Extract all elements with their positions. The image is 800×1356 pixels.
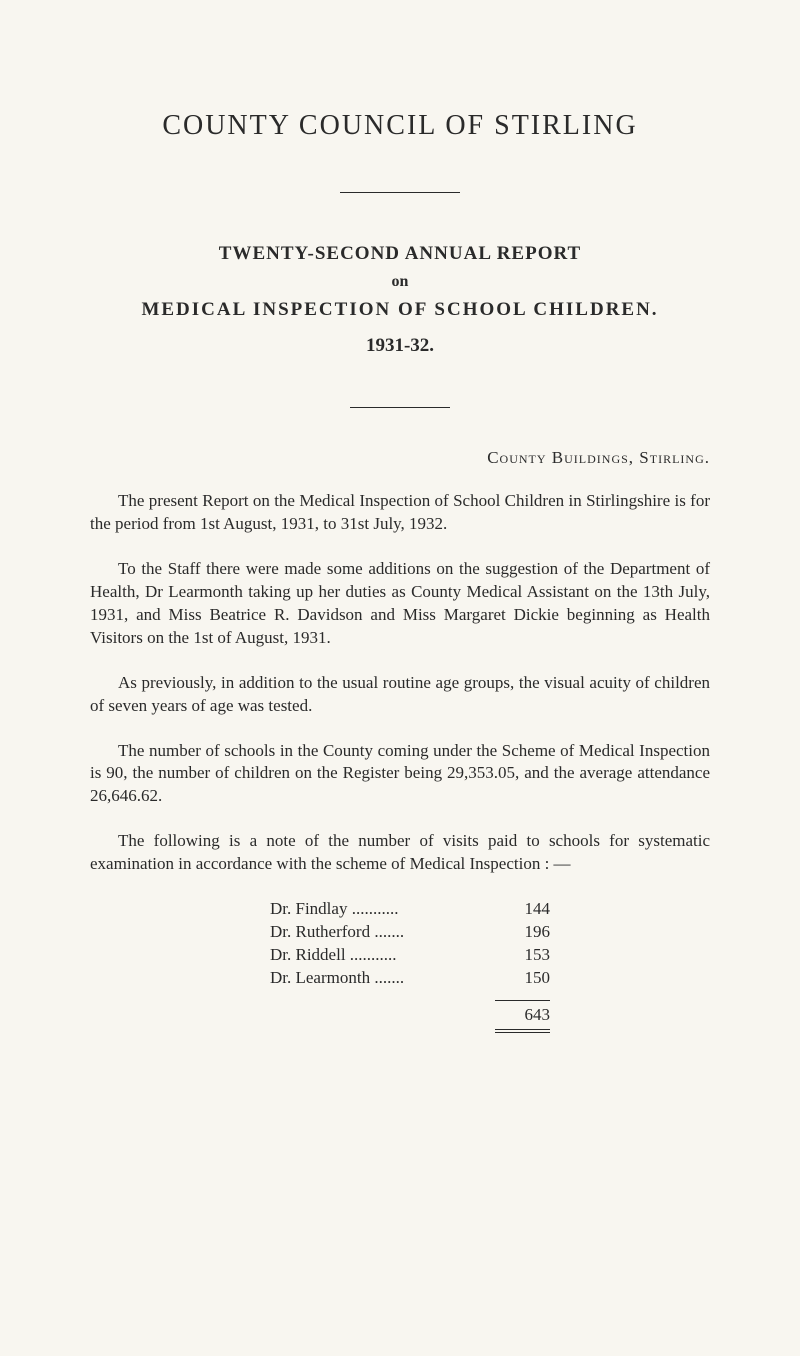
paragraph-2: To the Staff there were made some additi…: [90, 558, 710, 650]
main-title: COUNTY COUNCIL OF STIRLING: [90, 110, 710, 142]
year-text: 1931-32.: [90, 335, 710, 357]
total-spacer: [270, 1005, 490, 1025]
location-text: County Buildings, Stirling.: [90, 448, 710, 468]
visit-name: Dr. Rutherford .......: [270, 921, 490, 944]
visit-row: Dr. Findlay ........... 144: [270, 898, 710, 921]
visit-count: 144: [490, 898, 550, 921]
on-text: on: [90, 273, 710, 291]
total-value: 643: [490, 1005, 550, 1025]
paragraph-3: As previously, in addition to the usual …: [90, 672, 710, 718]
paragraph-5: The following is a note of the number of…: [90, 830, 710, 876]
sub-heading: TWENTY-SECOND ANNUAL REPORT: [90, 243, 710, 265]
visits-list: Dr. Findlay ........... 144 Dr. Rutherfo…: [270, 898, 710, 990]
visit-count: 196: [490, 921, 550, 944]
double-rule-bottom: [495, 1032, 550, 1033]
visit-count: 150: [490, 967, 550, 990]
inspection-heading: MEDICAL INSPECTION OF SCHOOL CHILDREN.: [90, 299, 710, 321]
visit-name: Dr. Learmonth .......: [270, 967, 490, 990]
double-rule-top: [495, 1029, 550, 1030]
visit-count: 153: [490, 944, 550, 967]
visit-row: Dr. Learmonth ....... 150: [270, 967, 710, 990]
total-row: 643: [270, 1005, 710, 1025]
small-divider: [350, 407, 450, 408]
title-divider: [340, 192, 460, 193]
visit-row: Dr. Rutherford ....... 196: [270, 921, 710, 944]
visit-name: Dr. Riddell ...........: [270, 944, 490, 967]
paragraph-1: The present Report on the Medical Inspec…: [90, 490, 710, 536]
total-line: [495, 1000, 550, 1001]
visit-row: Dr. Riddell ........... 153: [270, 944, 710, 967]
visit-name: Dr. Findlay ...........: [270, 898, 490, 921]
paragraph-4: The number of schools in the County comi…: [90, 740, 710, 809]
